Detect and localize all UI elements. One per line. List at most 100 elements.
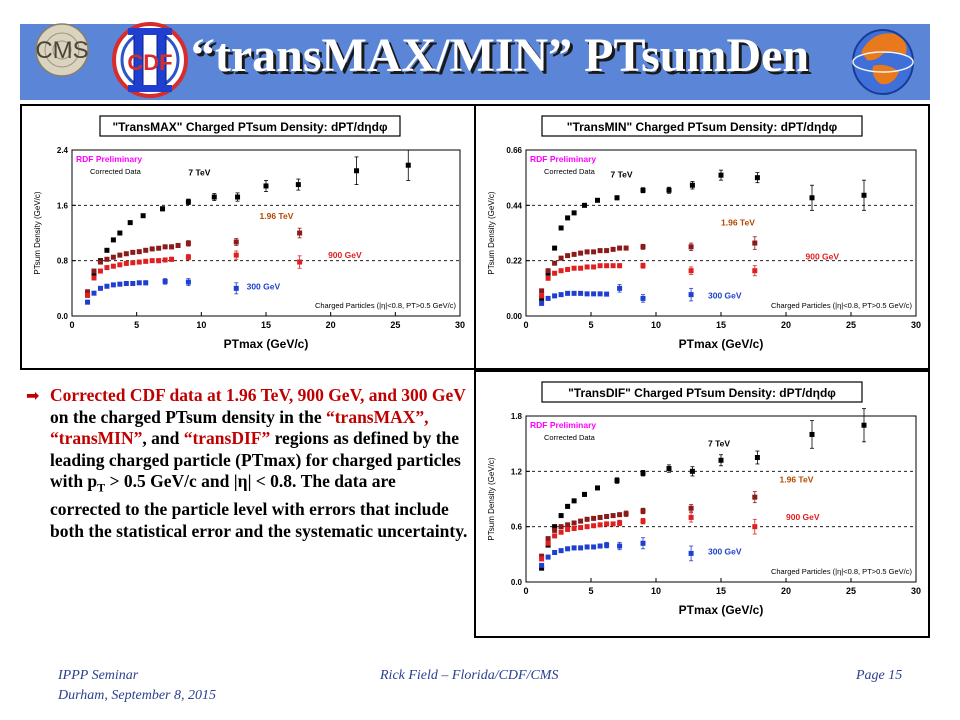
- data-point: [85, 299, 91, 305]
- data-point: [233, 285, 239, 291]
- data-point: [809, 195, 815, 201]
- data-point: [565, 266, 571, 272]
- y-tick-label: 0.0: [511, 578, 523, 587]
- y-tick-label: 1.6: [57, 201, 69, 210]
- footer-page-number: Page 15: [856, 668, 903, 683]
- data-point: [809, 431, 815, 437]
- y-tick-label: 0.44: [506, 201, 522, 210]
- cuts-label: Charged Particles (|η|<0.8, PT>0.5 GeV/c…: [315, 301, 457, 310]
- title-banner: CMS CDF “transMAX/MIN” PTsumDen: [0, 0, 960, 100]
- data-point: [584, 524, 590, 530]
- x-tick-label: 25: [846, 320, 856, 330]
- preliminary-label: RDF Preliminary: [530, 420, 596, 430]
- data-point: [597, 514, 603, 520]
- data-point: [97, 259, 103, 265]
- series-196-tev: [539, 491, 758, 559]
- preliminary-label: RDF Preliminary: [530, 154, 596, 164]
- data-point: [614, 478, 620, 484]
- data-point: [552, 260, 558, 266]
- data-point: [689, 182, 695, 188]
- data-point: [117, 262, 123, 268]
- data-point: [617, 245, 623, 251]
- data-point: [604, 514, 610, 520]
- data-point: [104, 265, 110, 271]
- series-label: 1.96 TeV: [721, 217, 755, 227]
- data-point: [110, 237, 116, 243]
- data-point: [595, 485, 600, 491]
- data-point: [666, 187, 672, 193]
- data-point: [233, 252, 239, 258]
- data-point: [617, 520, 623, 526]
- data-point: [565, 503, 571, 509]
- data-point: [752, 494, 758, 500]
- y-tick-label: 0.00: [506, 312, 522, 321]
- data-point: [539, 288, 545, 294]
- data-point: [610, 246, 616, 252]
- data-point: [85, 292, 91, 298]
- series-label: 1.96 TeV: [780, 474, 814, 484]
- x-tick-label: 30: [911, 586, 921, 596]
- data-point: [123, 280, 129, 286]
- corrected-data-label: Corrected Data: [90, 167, 142, 176]
- data-point: [91, 275, 97, 281]
- preliminary-label: RDF Preliminary: [76, 154, 142, 164]
- data-point: [104, 283, 110, 289]
- footer-left-line2: Durham, September 8, 2015: [58, 688, 217, 703]
- chart-title: "TransMAX" Charged PTsum Density: dPT/dη…: [112, 120, 388, 134]
- data-point: [752, 240, 758, 246]
- data-point: [610, 521, 616, 527]
- chart-title: "TransDIF" Charged PTsum Density: dPT/dη…: [568, 386, 836, 400]
- data-point: [552, 293, 558, 299]
- data-point: [558, 524, 564, 530]
- x-tick-label: 25: [846, 586, 856, 596]
- data-point: [539, 293, 545, 299]
- data-point: [688, 244, 694, 250]
- florida-logo: [852, 29, 914, 95]
- bullet-text-segment: > 0.5 GeV/c and |η| < 0.8. The data are …: [50, 471, 468, 542]
- data-point: [545, 536, 551, 542]
- data-point: [539, 300, 545, 306]
- cms-logo-text: CMS: [35, 37, 88, 64]
- x-tick-label: 5: [134, 320, 139, 330]
- bullet-paragraph: Corrected CDF data at 1.96 TeV, 900 GeV,…: [50, 385, 468, 543]
- chart-title-box: [99, 115, 401, 137]
- data-point: [140, 213, 146, 219]
- data-point: [156, 245, 162, 251]
- data-point: [597, 522, 603, 528]
- x-tick-label: 20: [781, 320, 791, 330]
- data-point: [558, 292, 564, 298]
- y-tick-label: 2.4: [57, 146, 69, 155]
- cdf-logo-text: CDF: [127, 50, 172, 75]
- data-point: [614, 195, 620, 201]
- data-point: [571, 526, 577, 532]
- x-axis-label: PTmax (GeV/c): [224, 337, 309, 351]
- series-7-tev: [85, 149, 411, 298]
- data-point: [617, 263, 623, 269]
- x-tick-label: 20: [326, 320, 336, 330]
- series-300-gev: [539, 537, 694, 568]
- x-axis-label: PTmax (GeV/c): [679, 603, 764, 617]
- data-point: [640, 540, 646, 546]
- data-point: [571, 210, 577, 216]
- data-point: [85, 289, 91, 295]
- x-tick-label: 15: [261, 320, 271, 330]
- data-point: [617, 285, 623, 291]
- series-7-tev: [539, 169, 867, 301]
- data-point: [578, 545, 584, 551]
- data-point: [405, 162, 411, 168]
- data-point: [584, 516, 590, 522]
- data-point: [861, 192, 867, 198]
- data-point: [688, 505, 694, 511]
- data-point: [617, 512, 623, 518]
- chart-transmin: "TransMIN" Charged PTsum Density: dPT/dη…: [487, 115, 921, 351]
- data-point: [558, 268, 564, 274]
- data-point: [571, 545, 577, 551]
- data-point: [233, 239, 239, 245]
- data-point: [597, 248, 603, 254]
- data-point: [640, 518, 646, 524]
- data-point: [718, 457, 724, 463]
- x-tick-label: 0: [69, 320, 74, 330]
- data-point: [539, 553, 545, 559]
- data-point: [185, 199, 191, 205]
- data-point: [591, 544, 597, 550]
